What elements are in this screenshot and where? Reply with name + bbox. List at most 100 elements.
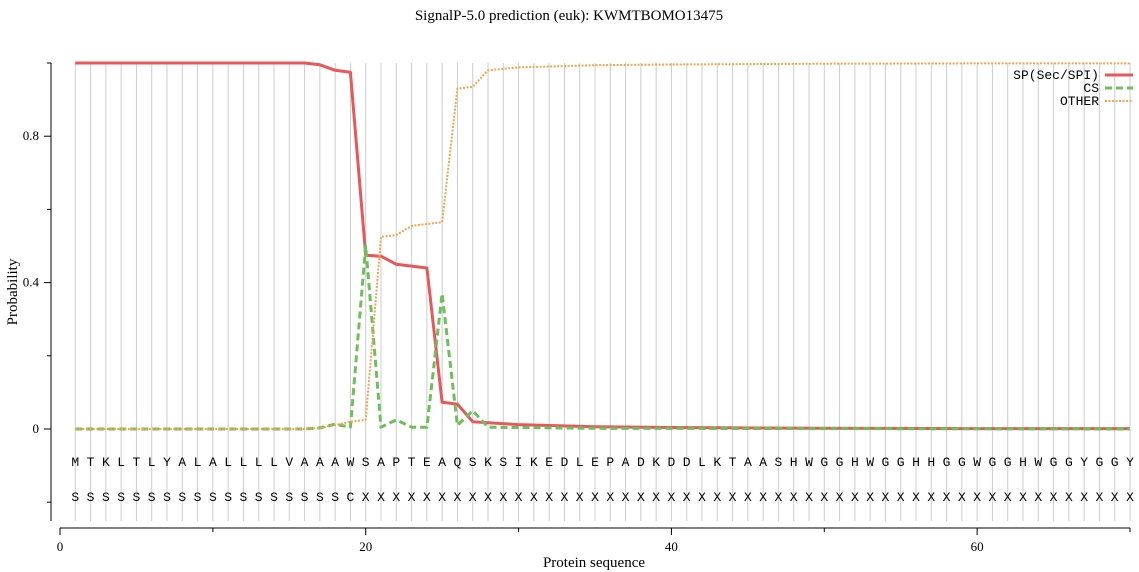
position-label-letter: X xyxy=(637,490,645,505)
residue-letter: A xyxy=(759,455,767,470)
residue-letter: K xyxy=(530,455,538,470)
axes: 0 0.4 0.8 0 20 40 60 xyxy=(23,62,1131,554)
residue-letter: G xyxy=(1065,455,1073,470)
residue-letter: S xyxy=(362,455,370,470)
position-label-letter: X xyxy=(927,490,935,505)
residue-letter: W xyxy=(866,455,874,470)
y-tick-label: 0 xyxy=(33,421,40,436)
residue-letter: L xyxy=(255,455,263,470)
residue-letter: H xyxy=(790,455,798,470)
chart-title: SignalP-5.0 prediction (euk): KWMTBOMO13… xyxy=(415,8,723,24)
position-label-letter: S xyxy=(316,490,324,505)
residue-letter: D xyxy=(668,455,676,470)
residue-letter: Q xyxy=(454,455,462,470)
position-label-letter: X xyxy=(1096,490,1104,505)
position-label-letter: X xyxy=(882,490,890,505)
residue-letter: S xyxy=(775,455,783,470)
position-label-letter: X xyxy=(438,490,446,505)
position-label-letter: X xyxy=(1034,490,1042,505)
residue-letter: G xyxy=(836,455,844,470)
residue-letter: W xyxy=(805,455,813,470)
residue-letter: K xyxy=(102,455,110,470)
residue-letter: T xyxy=(729,455,737,470)
position-label-letter: X xyxy=(851,490,859,505)
residue-letter: A xyxy=(178,455,186,470)
position-label-letter: X xyxy=(530,490,538,505)
series-line-cs xyxy=(75,244,1131,431)
position-label-letter: S xyxy=(102,490,110,505)
position-label-letter: X xyxy=(698,490,706,505)
residue-letter: E xyxy=(545,455,553,470)
residue-letter: L xyxy=(270,455,278,470)
residue-letter: D xyxy=(561,455,569,470)
position-label-letter: X xyxy=(820,490,828,505)
position-label-letter: X xyxy=(729,490,737,505)
position-label-letter: X xyxy=(973,490,981,505)
position-label-letter: X xyxy=(622,490,630,505)
position-label-letter: X xyxy=(897,490,905,505)
position-label-letter: S xyxy=(194,490,202,505)
position-label-letter: X xyxy=(561,490,569,505)
position-label-letter: X xyxy=(1050,490,1058,505)
residue-letter: I xyxy=(515,455,523,470)
x-tick-label: 60 xyxy=(971,539,984,554)
x-tick-label: 0 xyxy=(57,539,64,554)
residue-letter: H xyxy=(927,455,935,470)
residue-letter: G xyxy=(989,455,997,470)
position-label-letter: X xyxy=(866,490,874,505)
position-label-letter: X xyxy=(1111,490,1119,505)
position-label-letter: X xyxy=(515,490,523,505)
position-label-letter: X xyxy=(1080,490,1088,505)
position-label-letter: X xyxy=(469,490,477,505)
residue-letter: W xyxy=(1034,455,1042,470)
residue-letter: E xyxy=(591,455,599,470)
residue-letter: E xyxy=(423,455,431,470)
position-label-letter: X xyxy=(836,490,844,505)
residue-letter: L xyxy=(240,455,248,470)
residue-letter: L xyxy=(148,455,156,470)
residue-letter: H xyxy=(1019,455,1027,470)
x-tick-label: 40 xyxy=(665,539,678,554)
x-axis-label: Protein sequence xyxy=(543,555,645,571)
position-label-letter: X xyxy=(377,490,385,505)
residue-letter: S xyxy=(469,455,477,470)
residue-letter: A xyxy=(316,455,324,470)
residue-letter: G xyxy=(1111,455,1119,470)
position-label-letter: X xyxy=(408,490,416,505)
position-label-letter: S xyxy=(255,490,263,505)
residue-letter: V xyxy=(285,455,293,470)
residue-letter: H xyxy=(912,455,920,470)
grid xyxy=(74,63,1131,521)
legend-label: OTHER xyxy=(1060,94,1099,109)
position-label-letter: S xyxy=(209,490,217,505)
y-tick-label: 0.4 xyxy=(23,275,40,290)
residue-letter: L xyxy=(698,455,706,470)
position-label-letter: X xyxy=(958,490,966,505)
residue-letter: K xyxy=(484,455,492,470)
residue-letter: W xyxy=(347,455,355,470)
position-label-letter: S xyxy=(87,490,95,505)
position-label-letter: X xyxy=(683,490,691,505)
position-label-letter: X xyxy=(790,490,798,505)
position-label-letter: C xyxy=(347,490,355,505)
position-label-letter: X xyxy=(362,490,370,505)
position-label-letter: X xyxy=(606,490,614,505)
position-label-letter: X xyxy=(744,490,752,505)
residue-letter: G xyxy=(882,455,890,470)
position-label-letter: X xyxy=(775,490,783,505)
residue-letter: T xyxy=(87,455,95,470)
position-label-letter: X xyxy=(912,490,920,505)
residue-letter: T xyxy=(408,455,416,470)
series-line-sp-sec-spi xyxy=(75,61,1130,431)
residue-letter: P xyxy=(606,455,614,470)
residue-letter: A xyxy=(377,455,385,470)
position-label-letter: X xyxy=(499,490,507,505)
position-label-letter: S xyxy=(71,490,79,505)
position-label-letter: X xyxy=(652,490,660,505)
position-label-letter: S xyxy=(270,490,278,505)
position-label-letter: S xyxy=(133,490,141,505)
residue-letter: M xyxy=(71,455,79,470)
residue-letter: D xyxy=(683,455,691,470)
